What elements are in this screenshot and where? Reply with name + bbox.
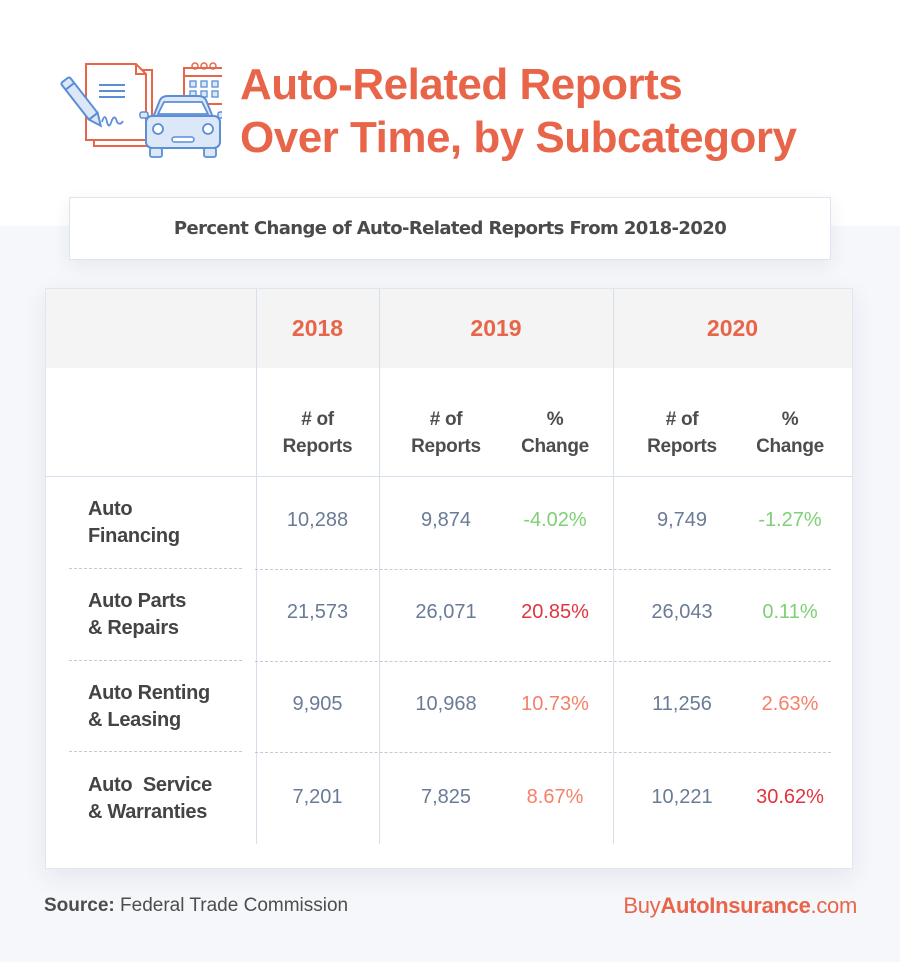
- cell-2020-reports: 10,221: [651, 786, 713, 808]
- row-divider: [69, 751, 242, 752]
- row-label-auto-financing: Auto Financing: [88, 498, 180, 547]
- row-divider: [255, 661, 831, 662]
- column-divider: [256, 289, 257, 844]
- row-label-auto-service-warranties: Auto Service & Warranties: [88, 774, 212, 823]
- cell-2020-reports: 9,749: [656, 509, 708, 531]
- cell-2020-change: 2.63%: [761, 693, 819, 715]
- cell-2019-reports: 9,874: [420, 509, 472, 531]
- cell-2019-change: 10.73%: [521, 693, 589, 715]
- year-header-band: [46, 289, 852, 368]
- row-label-auto-renting-leasing: Auto Renting & Leasing: [88, 682, 210, 731]
- cell-2019-reports: 26,071: [415, 601, 477, 623]
- brand-logo: BuyAutoInsurance.com: [623, 893, 857, 918]
- col-header-2020-change: % Change: [756, 409, 824, 457]
- cell-2018-reports: 7,201: [292, 786, 343, 808]
- cell-2020-reports: 11,256: [652, 693, 712, 715]
- cell-2019-change: 20.85%: [521, 601, 589, 623]
- cell-2019-change: -4.02%: [523, 509, 587, 531]
- row-divider: [255, 569, 831, 570]
- cell-2018-reports: 21,573: [286, 601, 349, 623]
- year-header-2020: 2020: [706, 315, 759, 341]
- source-note: Source: Federal Trade Commission: [44, 895, 348, 917]
- page-title: Auto-Related Reports Over Time, by Subca…: [240, 58, 880, 164]
- cell-2020-reports: 26,043: [651, 601, 713, 623]
- cell-2020-change: 30.62%: [756, 786, 824, 808]
- row-divider: [69, 568, 242, 569]
- row-divider: [255, 752, 831, 753]
- cell-2019-reports: 10,968: [415, 693, 477, 715]
- cell-2019-change: 8.67%: [526, 786, 584, 808]
- document-pen-car-calendar-icon: [52, 56, 227, 166]
- row-label-auto-parts-repairs: Auto Parts & Repairs: [88, 590, 187, 639]
- source-value: Federal Trade Commission: [120, 895, 349, 916]
- col-header-2018-reports: # of Reports: [282, 409, 353, 457]
- row-divider: [69, 660, 242, 661]
- source-label: Source:: [44, 895, 115, 916]
- subtitle: Percent Change of Auto-Related Reports F…: [173, 218, 727, 239]
- year-header-2018: 2018: [291, 315, 344, 341]
- cell-2018-reports: 10,288: [286, 509, 349, 531]
- cell-2018-reports: 9,905: [292, 693, 343, 715]
- title-line-2: Over Time, by Subcategory: [240, 113, 797, 162]
- cell-2019-reports: 7,825: [420, 786, 472, 808]
- column-divider: [379, 289, 380, 844]
- col-header-2019-change: % Change: [521, 409, 589, 457]
- header-divider: [46, 476, 852, 477]
- col-header-2020-reports: # of Reports: [647, 409, 717, 457]
- cell-2020-change: 0.11%: [762, 601, 818, 623]
- col-header-2019-reports: # of Reports: [411, 409, 481, 457]
- year-header-2019: 2019: [470, 315, 522, 341]
- subtitle-card: Percent Change of Auto-Related Reports F…: [69, 197, 831, 260]
- cell-2020-change: -1.27%: [758, 509, 822, 531]
- column-divider: [613, 289, 614, 844]
- data-table: 2018 2019 2020 # of Reports # of Reports…: [45, 288, 853, 869]
- title-line-1: Auto-Related Reports: [240, 60, 683, 109]
